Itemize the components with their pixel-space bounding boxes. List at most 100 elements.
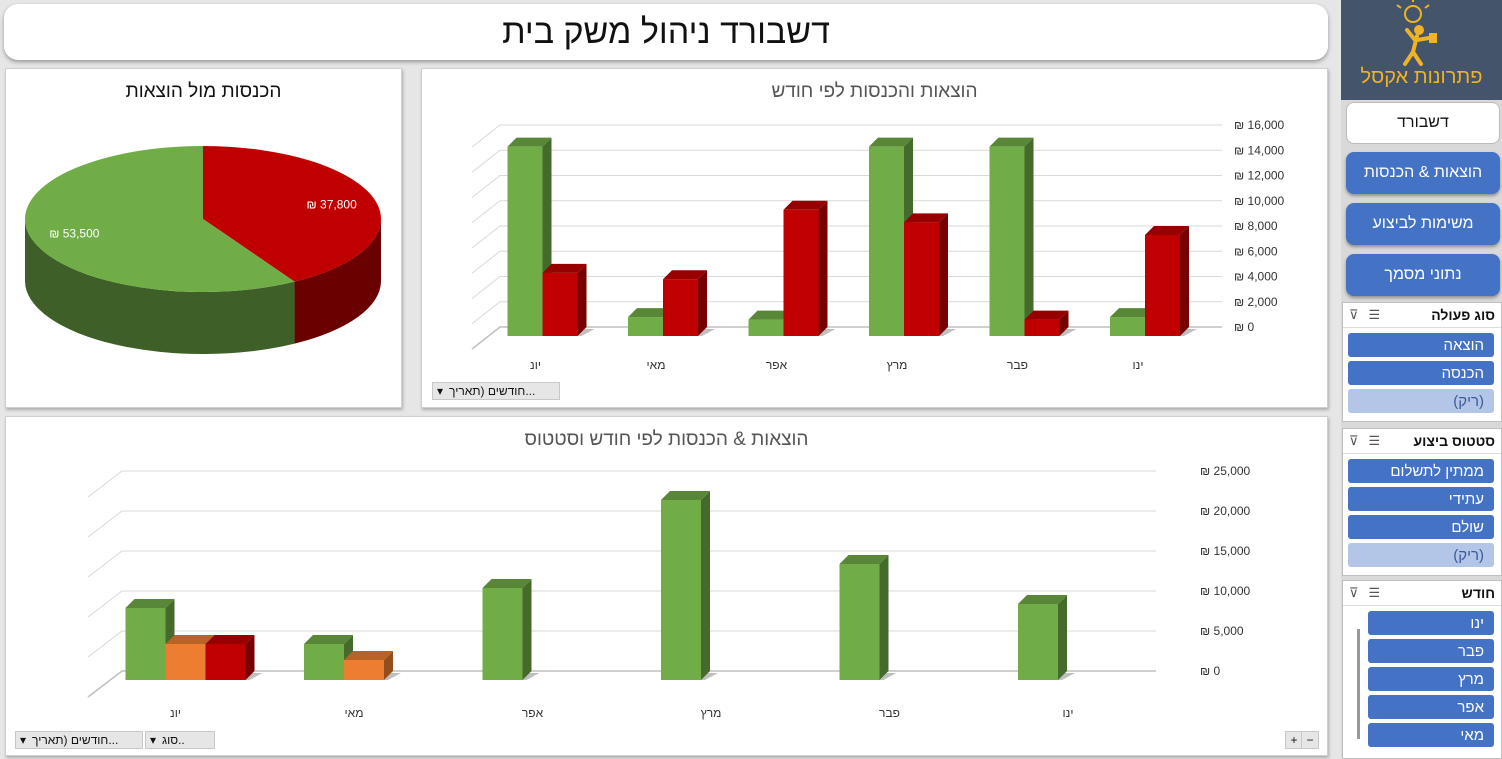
chart-bar	[482, 579, 540, 680]
x-axis-line	[87, 670, 1156, 698]
pie-chart-title: הכנסות מול הוצאות	[125, 81, 282, 102]
dropdown-arrow-icon: ▾	[150, 733, 157, 747]
status-bar-chart-panel[interactable]: הוצאות & הכנסות לפי חודש וסטטוס ₪ 0 ₪ 5,0…	[5, 416, 1328, 756]
nav-document-data-button[interactable]: נתוני מסמך	[1346, 254, 1500, 296]
slicer-item[interactable]: ממתין לתשלום	[1348, 459, 1494, 483]
y-tick-label: ₪ 5,000	[1200, 624, 1244, 638]
x-category-label: מאי	[647, 358, 666, 372]
y-tick-label: ₪ 10,000	[1200, 584, 1251, 598]
multi-select-icon[interactable]: ☰	[1368, 585, 1381, 600]
gridline	[471, 276, 1222, 299]
gridline	[471, 149, 1222, 173]
pie-slice-side	[294, 219, 381, 344]
logo-area: פתרונות אקסל	[1341, 0, 1502, 100]
sidebar: פתרונות אקסל דשבורד הוצאות & הכנסות משימ…	[1341, 0, 1502, 759]
y-tick-label: ₪ 6,000	[1234, 244, 1278, 258]
x-category-label: פבר	[1007, 358, 1028, 372]
chart-bar	[165, 635, 223, 680]
multi-select-icon[interactable]: ☰	[1368, 307, 1381, 322]
gridline	[471, 200, 1222, 224]
y-tick-label: ₪ 0	[1234, 320, 1255, 334]
month-filter-label: חודשים (תאריך...	[449, 384, 536, 398]
chart-bar	[661, 491, 718, 680]
nav-dashboard-button[interactable]: דשבורד	[1346, 102, 1500, 144]
clear-filter-icon[interactable]: ⊽	[1349, 307, 1359, 322]
nav-tasks-button[interactable]: משימות לביצוע	[1346, 203, 1500, 245]
nav-expenses-income-button[interactable]: הוצאות & הכנסות	[1346, 152, 1500, 194]
slicer-item[interactable]: שולם	[1348, 515, 1494, 539]
status-bar-chart: ₪ 0 ₪ 5,000 ₪ 10,000 ₪ 15,000 ₪ 20,000 ₪ 25,0…	[87, 464, 1251, 720]
chart-bar	[904, 213, 956, 336]
type-filter-button[interactable]: ▾ סוג..	[145, 731, 215, 749]
zoom-out-button[interactable]: −	[1301, 731, 1319, 749]
gridline	[87, 630, 1156, 658]
y-tick-label: ₪ 8,000	[1234, 219, 1278, 233]
clear-filter-icon[interactable]: ⊽	[1349, 585, 1359, 600]
clear-filter-icon[interactable]: ⊽	[1349, 433, 1359, 448]
pie-slice	[203, 146, 381, 282]
slicer-action-type: סוג פעולה ⊽ ☰ הוצאה הכנסה (ריק)	[1342, 302, 1502, 422]
monthly-chart-title: הוצאות והכנסות לפי חודש	[771, 81, 978, 102]
slicer-item[interactable]: מרץ	[1368, 667, 1494, 691]
chart-bar	[663, 270, 715, 336]
slicer-item[interactable]: עתידי	[1348, 487, 1494, 511]
slicer-item[interactable]: ינו	[1368, 611, 1494, 635]
x-category-label: ינו	[1063, 706, 1074, 720]
pie-chart: ₪ 37,800 ₪ 53,500	[24, 146, 381, 355]
gridline	[471, 124, 1222, 148]
month-filter-button-2[interactable]: ▾ חודשים (תאריך...	[15, 731, 143, 749]
type-filter-label: סוג..	[162, 733, 185, 747]
month-filter-button[interactable]: ▾ חודשים (תאריך...	[432, 382, 560, 400]
y-tick-label: ₪ 14,000	[1234, 143, 1285, 157]
y-tick-label: ₪ 15,000	[1200, 544, 1251, 558]
y-tick-label: ₪ 25,000	[1200, 464, 1251, 478]
x-category-label: מרץ	[701, 706, 722, 720]
y-tick-label: ₪ 0	[1200, 664, 1221, 678]
logo-text: פתרונות אקסל	[1360, 66, 1483, 88]
y-tick-label: ₪ 12,000	[1234, 169, 1285, 183]
pie-chart-panel[interactable]: הכנסות מול הוצאות ₪ 37,800 ₪ 53,500	[5, 68, 402, 408]
slicer-item[interactable]: פבר	[1368, 639, 1494, 663]
gridline	[471, 250, 1222, 274]
pie-data-label: ₪ 37,800	[307, 197, 358, 211]
x-category-label: פבר	[879, 706, 900, 720]
slicer-title: חודש	[1461, 585, 1495, 601]
chart-bar	[1145, 226, 1197, 336]
slicer-item[interactable]: (ריק)	[1348, 389, 1494, 413]
monthly-bar-chart-panel[interactable]: הוצאות והכנסות לפי חודש ₪ 0 ₪ 2,000 ₪ 4,00…	[421, 68, 1328, 408]
gridline	[87, 510, 1156, 538]
x-category-label: יונ	[530, 358, 541, 372]
x-category-label: מאי	[345, 706, 364, 720]
gridline	[87, 470, 1156, 498]
gridline	[471, 301, 1222, 325]
y-tick-label: ₪ 16,000	[1234, 118, 1285, 132]
chart-bar	[839, 555, 897, 680]
monthly-bar-chart: ₪ 0 ₪ 2,000 ₪ 4,000 ₪ 6,000 ₪ 8,000 ₪ 10,000 ₪…	[471, 118, 1285, 372]
logo-icon	[1396, 0, 1437, 66]
slicer-item[interactable]: מאי	[1368, 723, 1494, 747]
chart-bar	[344, 651, 401, 680]
pie-slice-side	[25, 219, 295, 355]
chart-bar	[989, 137, 1042, 336]
slicer-item[interactable]: אפר	[1368, 695, 1494, 719]
x-axis-line	[471, 326, 1222, 350]
multi-select-icon[interactable]: ☰	[1368, 433, 1381, 448]
x-category-label: מרץ	[887, 358, 908, 372]
x-category-label: אפר	[522, 706, 544, 720]
page-title: דשבורד ניהול משק בית	[502, 12, 830, 51]
dropdown-arrow-icon: ▾	[437, 384, 444, 398]
chart-bar	[1018, 595, 1075, 680]
slicer-item[interactable]: (ריק)	[1348, 543, 1494, 567]
y-tick-label: ₪ 2,000	[1234, 295, 1278, 309]
slicer-item[interactable]: הכנסה	[1348, 361, 1494, 385]
chart-bar	[783, 200, 836, 336]
scrollbar[interactable]	[1357, 629, 1360, 739]
x-category-label: אפר	[766, 358, 788, 372]
status-chart-title: הוצאות & הכנסות לפי חודש וסטטוס	[524, 429, 809, 450]
x-category-label: יונ	[170, 706, 181, 720]
gridline	[471, 225, 1222, 249]
pie-data-label: ₪ 53,500	[49, 227, 100, 241]
slicer-item[interactable]: הוצאה	[1348, 333, 1494, 357]
y-tick-label: ₪ 4,000	[1234, 270, 1278, 284]
chart-bar	[542, 263, 595, 336]
